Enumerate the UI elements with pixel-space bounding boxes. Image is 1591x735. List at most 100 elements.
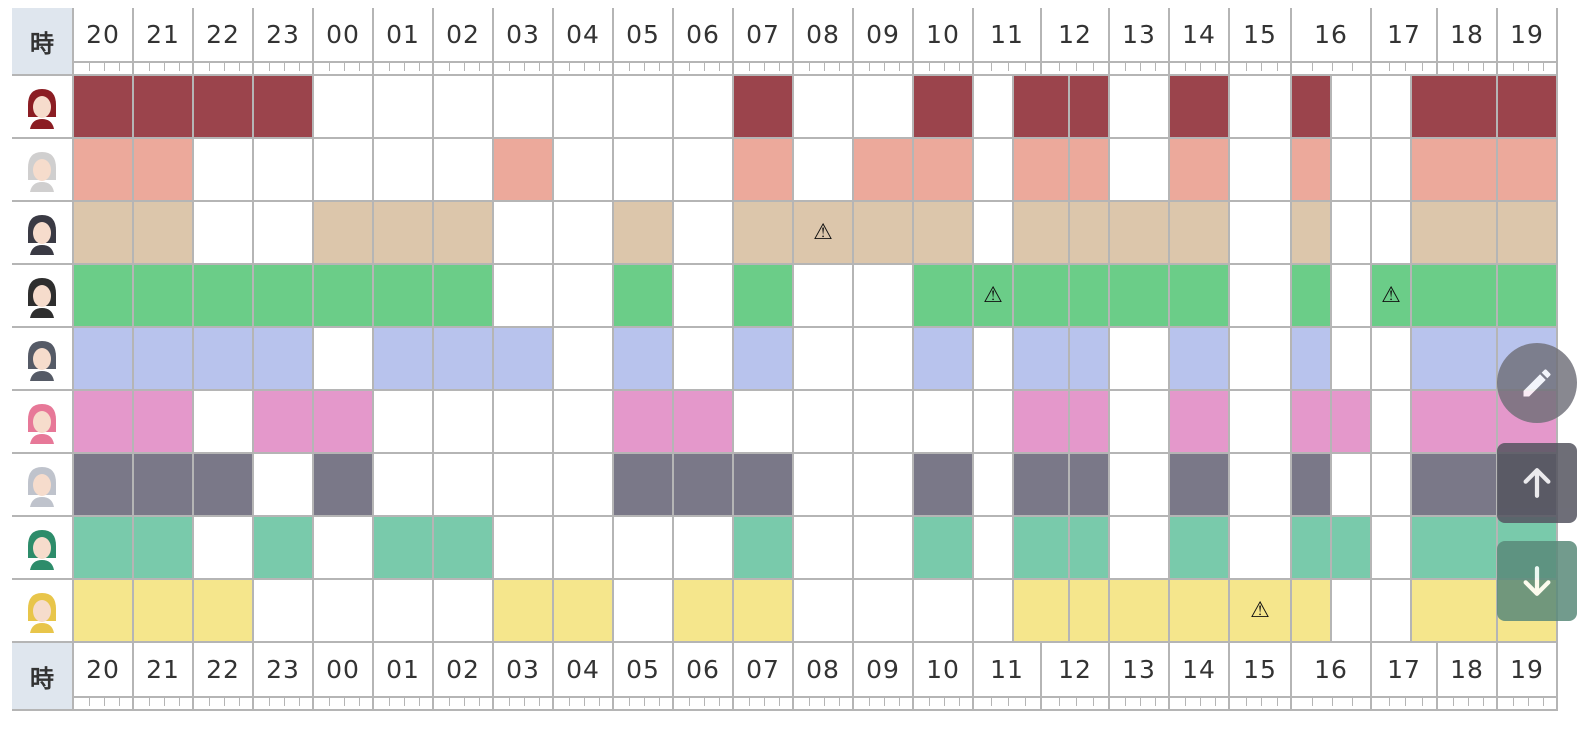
empty-slot[interactable] [674, 265, 734, 328]
empty-slot[interactable] [734, 391, 794, 454]
edit-button[interactable] [1497, 343, 1577, 423]
available-slot[interactable] [614, 202, 674, 265]
empty-slot[interactable] [1230, 265, 1292, 328]
empty-slot[interactable] [974, 202, 1014, 265]
available-slot[interactable] [314, 391, 374, 454]
available-slot[interactable] [554, 580, 614, 643]
empty-slot[interactable] [674, 202, 734, 265]
available-slot[interactable] [374, 328, 434, 391]
empty-slot[interactable] [1332, 76, 1372, 139]
available-slot[interactable] [1498, 202, 1558, 265]
available-slot[interactable]: ⚠ [974, 265, 1014, 328]
available-slot[interactable] [1070, 454, 1110, 517]
empty-slot[interactable] [1110, 139, 1170, 202]
empty-slot[interactable] [614, 517, 674, 580]
available-slot[interactable]: ⚠ [1372, 265, 1412, 328]
available-slot[interactable] [1014, 580, 1070, 643]
available-slot[interactable] [1170, 454, 1230, 517]
empty-slot[interactable] [794, 328, 854, 391]
available-slot[interactable] [1412, 517, 1498, 580]
available-slot[interactable] [194, 580, 254, 643]
available-slot[interactable] [74, 391, 134, 454]
available-slot[interactable] [914, 76, 974, 139]
empty-slot[interactable] [1332, 265, 1372, 328]
available-slot[interactable] [674, 391, 734, 454]
empty-slot[interactable] [914, 580, 974, 643]
available-slot[interactable] [1170, 328, 1230, 391]
available-slot[interactable] [914, 454, 974, 517]
empty-slot[interactable] [554, 391, 614, 454]
available-slot[interactable] [74, 454, 134, 517]
empty-slot[interactable] [974, 517, 1014, 580]
available-slot[interactable] [1412, 328, 1498, 391]
available-slot[interactable] [1498, 139, 1558, 202]
available-slot[interactable] [1070, 580, 1110, 643]
empty-slot[interactable] [494, 202, 554, 265]
empty-slot[interactable] [1332, 328, 1372, 391]
empty-slot[interactable] [374, 76, 434, 139]
empty-slot[interactable] [914, 391, 974, 454]
available-slot[interactable] [314, 265, 374, 328]
available-slot[interactable] [1170, 580, 1230, 643]
available-slot[interactable] [374, 202, 434, 265]
available-slot[interactable] [734, 454, 794, 517]
available-slot[interactable] [1014, 391, 1070, 454]
empty-slot[interactable] [554, 265, 614, 328]
available-slot[interactable] [614, 328, 674, 391]
available-slot[interactable] [1332, 391, 1372, 454]
available-slot[interactable] [1412, 202, 1498, 265]
available-slot[interactable] [74, 202, 134, 265]
empty-slot[interactable] [1230, 517, 1292, 580]
empty-slot[interactable] [854, 454, 914, 517]
scroll-up-button[interactable] [1497, 443, 1577, 523]
empty-slot[interactable] [1372, 454, 1412, 517]
available-slot[interactable] [1292, 202, 1332, 265]
empty-slot[interactable] [374, 139, 434, 202]
empty-slot[interactable] [494, 265, 554, 328]
available-slot[interactable] [74, 580, 134, 643]
empty-slot[interactable] [794, 454, 854, 517]
available-slot[interactable] [914, 139, 974, 202]
empty-slot[interactable] [1372, 139, 1412, 202]
empty-slot[interactable] [254, 454, 314, 517]
empty-slot[interactable] [194, 202, 254, 265]
empty-slot[interactable] [434, 391, 494, 454]
available-slot[interactable] [1070, 202, 1110, 265]
empty-slot[interactable] [194, 391, 254, 454]
empty-slot[interactable] [974, 328, 1014, 391]
available-slot[interactable] [1292, 454, 1332, 517]
available-slot[interactable] [734, 265, 794, 328]
available-slot[interactable] [1412, 580, 1498, 643]
available-slot[interactable] [74, 517, 134, 580]
available-slot[interactable] [494, 580, 554, 643]
empty-slot[interactable] [314, 580, 374, 643]
available-slot[interactable] [614, 391, 674, 454]
available-slot[interactable] [134, 265, 194, 328]
empty-slot[interactable] [614, 580, 674, 643]
empty-slot[interactable] [1332, 202, 1372, 265]
available-slot[interactable] [1014, 454, 1070, 517]
available-slot[interactable] [134, 517, 194, 580]
available-slot[interactable] [1110, 202, 1170, 265]
available-slot[interactable] [1014, 202, 1070, 265]
available-slot[interactable] [734, 139, 794, 202]
empty-slot[interactable] [314, 517, 374, 580]
available-slot[interactable] [1292, 76, 1332, 139]
empty-slot[interactable] [254, 139, 314, 202]
available-slot[interactable] [734, 580, 794, 643]
available-slot[interactable] [734, 202, 794, 265]
available-slot[interactable] [1070, 76, 1110, 139]
available-slot[interactable] [194, 76, 254, 139]
available-slot[interactable] [1170, 265, 1230, 328]
empty-slot[interactable] [1372, 391, 1412, 454]
empty-slot[interactable] [1110, 454, 1170, 517]
available-slot[interactable] [1070, 328, 1110, 391]
available-slot[interactable] [1498, 265, 1558, 328]
empty-slot[interactable] [314, 76, 374, 139]
available-slot[interactable] [134, 76, 194, 139]
empty-slot[interactable] [434, 454, 494, 517]
empty-slot[interactable] [974, 580, 1014, 643]
empty-slot[interactable] [1372, 76, 1412, 139]
empty-slot[interactable] [374, 391, 434, 454]
empty-slot[interactable] [254, 202, 314, 265]
